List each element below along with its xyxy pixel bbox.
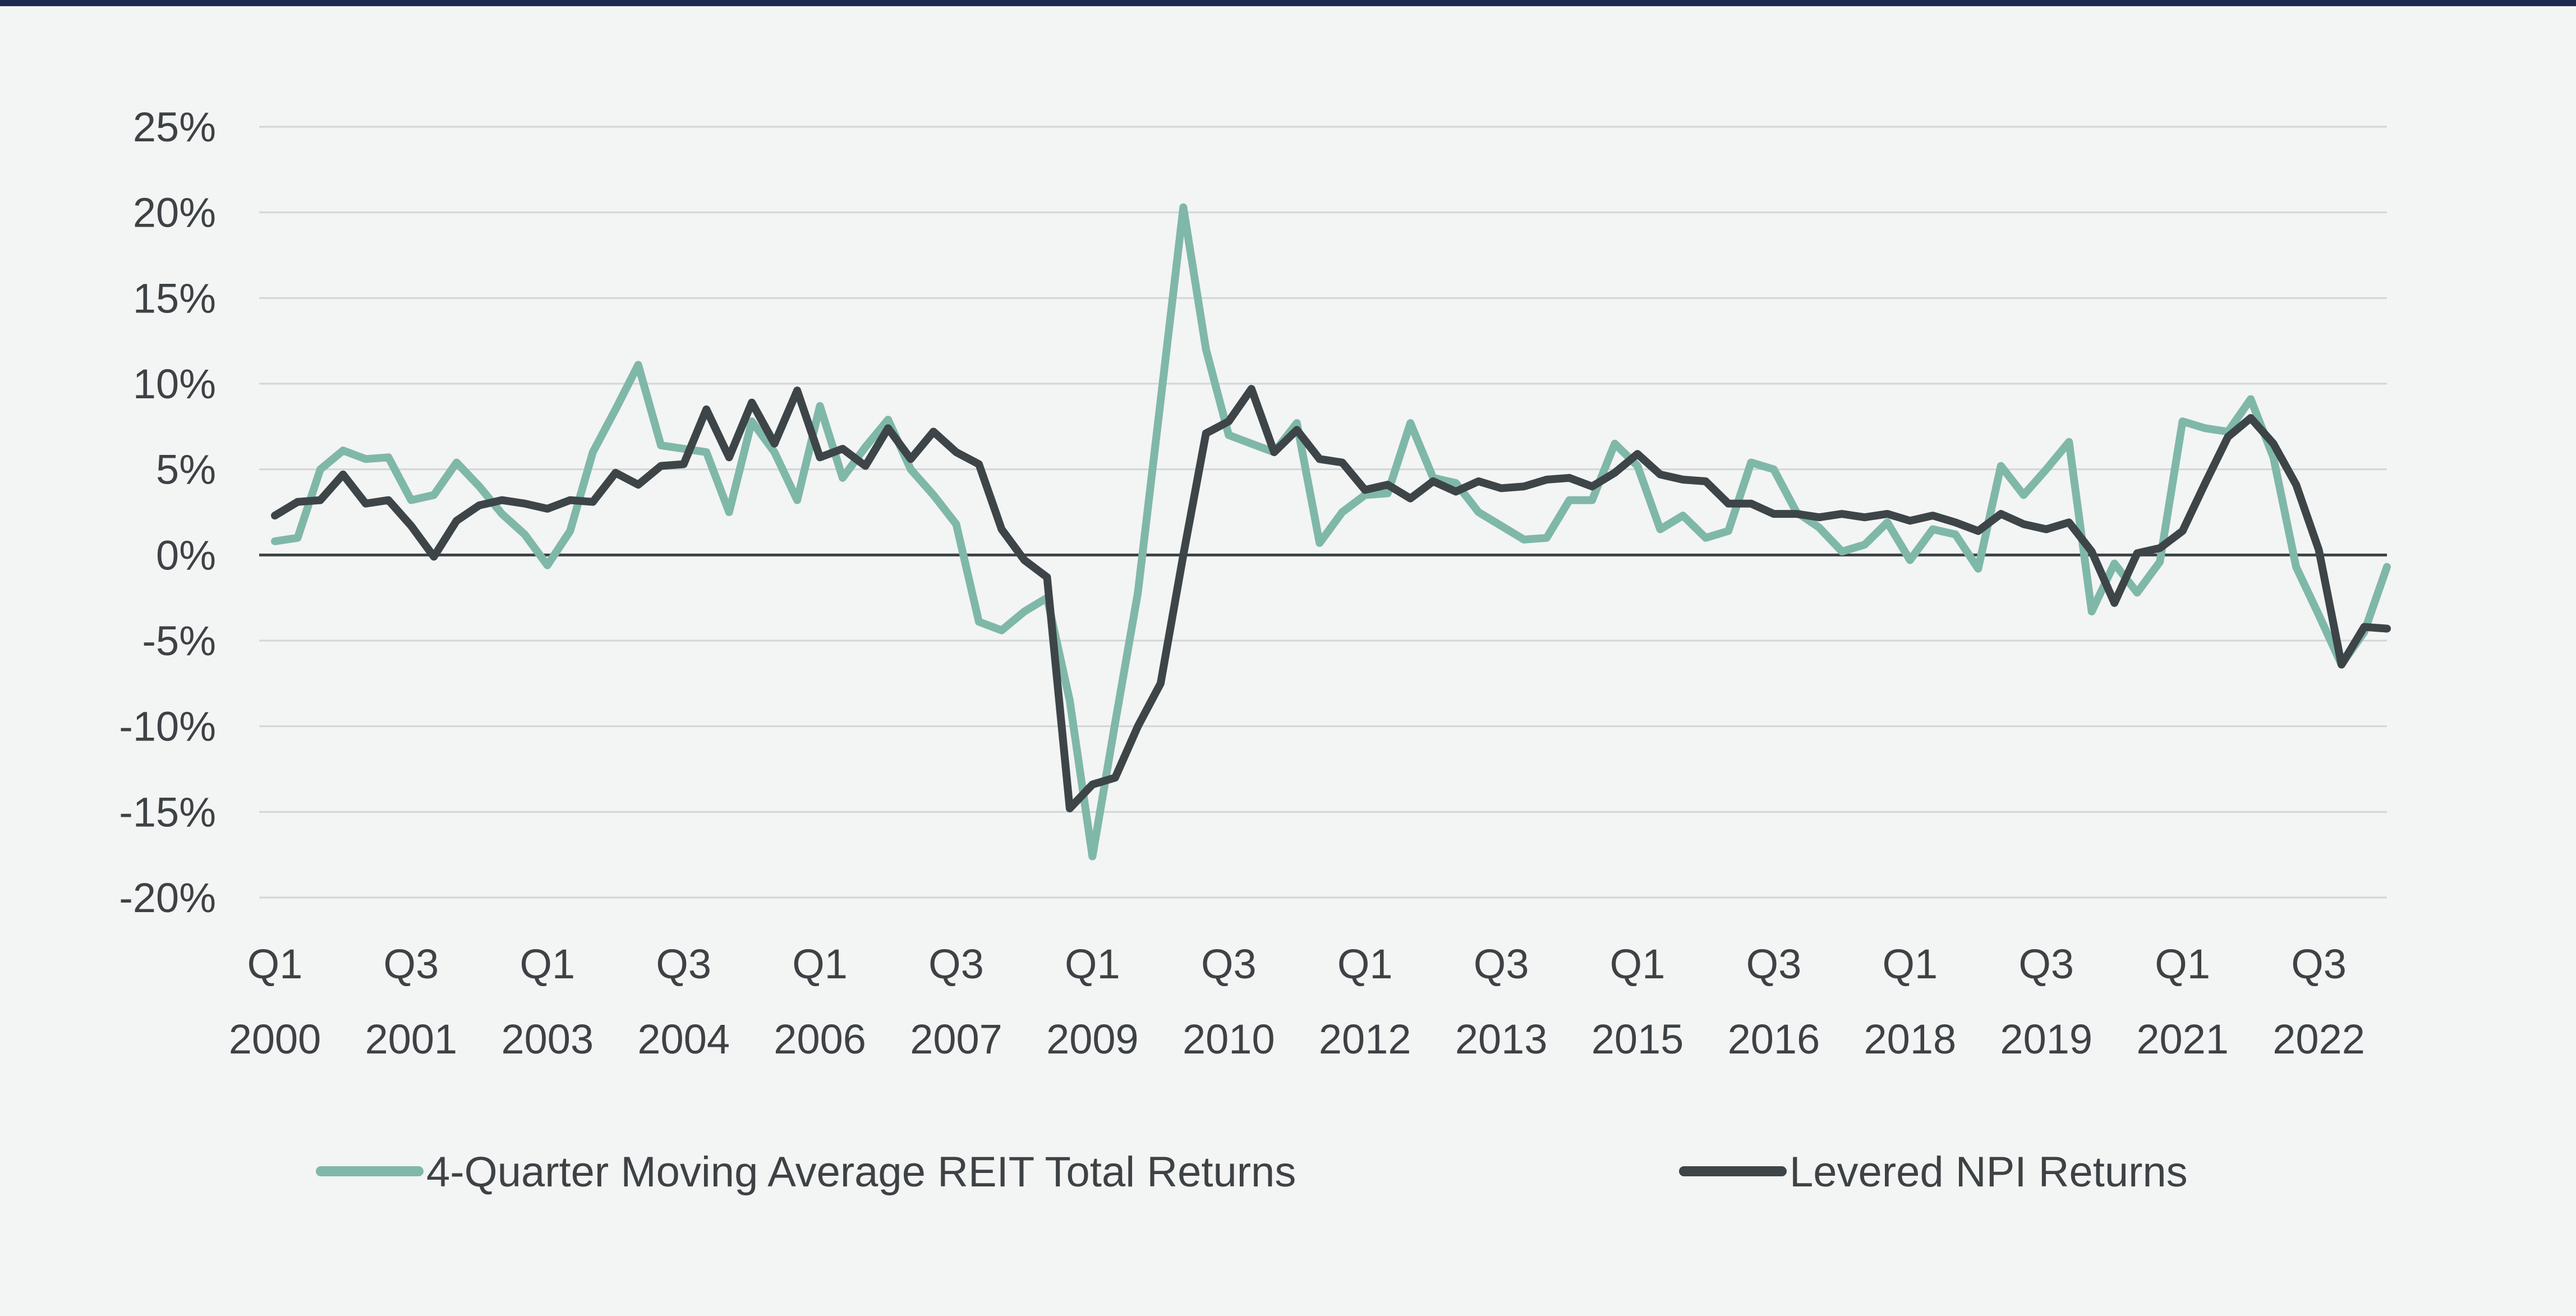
x-tick-label-year: 2010 xyxy=(1183,1016,1275,1062)
x-tick-label-year: 2012 xyxy=(1319,1016,1411,1062)
y-tick-label: -10% xyxy=(119,703,216,750)
x-tick-label-quarter: Q3 xyxy=(656,941,711,987)
x-tick-label-year: 2015 xyxy=(1591,1016,1684,1062)
x-tick-label-quarter: Q3 xyxy=(928,941,984,987)
x-tick-label-year: 2022 xyxy=(2273,1016,2365,1062)
x-tick-label-quarter: Q3 xyxy=(384,941,439,987)
x-tick-label-year: 2019 xyxy=(2000,1016,2092,1062)
y-tick-label: 10% xyxy=(133,361,216,407)
x-tick-label-quarter: Q1 xyxy=(247,941,303,987)
x-tick-label-year: 2000 xyxy=(229,1016,321,1062)
x-tick-label-quarter: Q3 xyxy=(1746,941,1802,987)
x-tick-label-quarter: Q3 xyxy=(1201,941,1257,987)
x-tick-label-year: 2016 xyxy=(1728,1016,1820,1062)
x-tick-label-quarter: Q3 xyxy=(2291,941,2347,987)
y-tick-label: 0% xyxy=(156,532,216,578)
x-tick-label-quarter: Q1 xyxy=(2155,941,2210,987)
x-tick-label-quarter: Q3 xyxy=(2018,941,2074,987)
y-axis-tick-labels: 25% 20% 15% 10% 5% 0% -5% -10% -15% -20% xyxy=(119,104,216,921)
x-tick-label-year: 2013 xyxy=(1455,1016,1548,1062)
series-lines xyxy=(271,203,2391,861)
series-line-reit xyxy=(271,203,2391,861)
series-line-npi xyxy=(271,385,2391,813)
x-axis-tick-labels: Q1 2000 Q3 2001 Q1 2003 Q3 2004 Q1 2006 Q3 2007 Q1 20… xyxy=(229,941,2365,1062)
legend-label-npi: Levered NPI Returns xyxy=(1790,1148,2188,1196)
x-tick-label-quarter: Q1 xyxy=(1610,941,1666,987)
y-tick-label: 5% xyxy=(156,447,216,493)
y-tick-label: -15% xyxy=(119,789,216,835)
y-tick-label: 25% xyxy=(133,104,216,150)
x-tick-label-quarter: Q3 xyxy=(1474,941,1529,987)
y-tick-label: 20% xyxy=(133,190,216,236)
x-tick-label-year: 2009 xyxy=(1046,1016,1139,1062)
x-tick-label-year: 2003 xyxy=(501,1016,594,1062)
y-tick-label: -5% xyxy=(142,618,216,664)
x-tick-label-year: 2004 xyxy=(637,1016,730,1062)
x-tick-label-quarter: Q1 xyxy=(1337,941,1393,987)
y-tick-label: 15% xyxy=(133,275,216,321)
x-tick-label-quarter: Q1 xyxy=(792,941,848,987)
y-tick-label: -20% xyxy=(119,875,216,921)
x-tick-label-quarter: Q1 xyxy=(1882,941,1938,987)
x-tick-label-quarter: Q1 xyxy=(519,941,575,987)
legend-label-reit: 4-Quarter Moving Average REIT Total Retu… xyxy=(426,1148,1296,1196)
x-tick-label-year: 2021 xyxy=(2136,1016,2229,1062)
x-tick-label-quarter: Q1 xyxy=(1065,941,1120,987)
x-tick-label-year: 2018 xyxy=(1864,1016,1957,1062)
x-tick-label-year: 2007 xyxy=(910,1016,1002,1062)
legend: 4-Quarter Moving Average REIT Total Retu… xyxy=(316,1148,2188,1196)
top-accent-bar xyxy=(0,0,2576,6)
x-tick-label-year: 2006 xyxy=(774,1016,866,1062)
x-tick-label-year: 2001 xyxy=(365,1016,458,1062)
